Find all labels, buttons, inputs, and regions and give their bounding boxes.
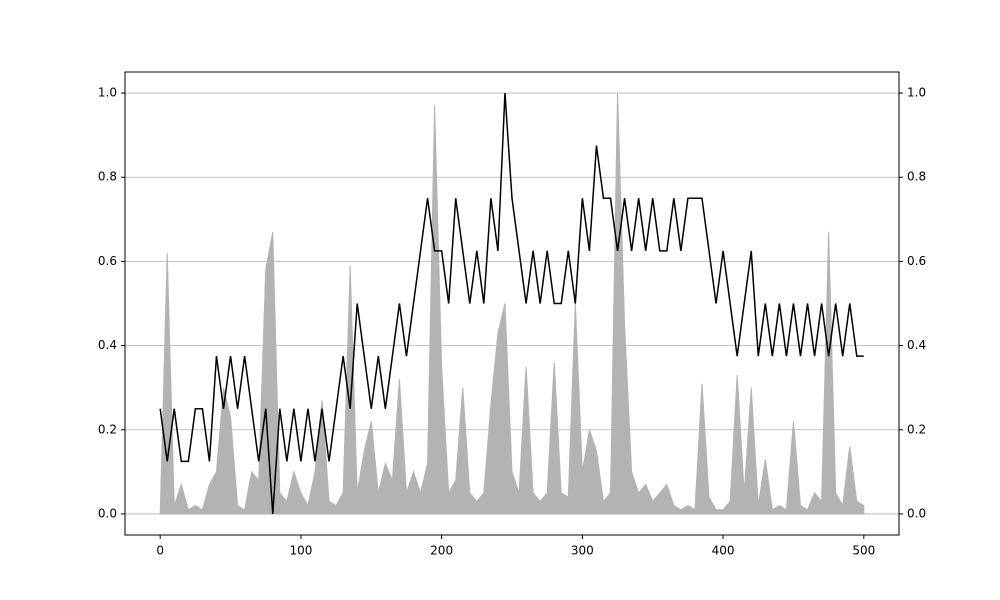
y-tick-label: 0.2 xyxy=(98,422,117,436)
y2-tick-label: 0.8 xyxy=(907,170,926,184)
y2-tick-label: 1.0 xyxy=(907,86,926,100)
y2-tick-label: 0.4 xyxy=(907,338,926,352)
x-tick-label: 500 xyxy=(852,544,875,558)
x-tick-label: 0 xyxy=(156,544,164,558)
y2-tick-label: 0.6 xyxy=(907,254,926,268)
y-tick-label: 0.8 xyxy=(98,170,117,184)
area xyxy=(159,93,865,515)
y-tick-label: 0.0 xyxy=(98,506,117,520)
x-tick-label: 200 xyxy=(430,544,453,558)
line xyxy=(159,92,864,515)
y2-tick-label: 0.2 xyxy=(907,422,926,436)
y-tick-label: 0.4 xyxy=(98,338,117,352)
x-tick-label: 400 xyxy=(712,544,735,558)
x-tick-label: 300 xyxy=(571,544,594,558)
y-tick-label: 1.0 xyxy=(98,86,117,100)
y-tick-label: 0.6 xyxy=(98,254,117,268)
plot-frame xyxy=(124,71,900,536)
y2-tick-label: 0.0 xyxy=(907,506,926,520)
x-tick-label: 100 xyxy=(289,544,312,558)
